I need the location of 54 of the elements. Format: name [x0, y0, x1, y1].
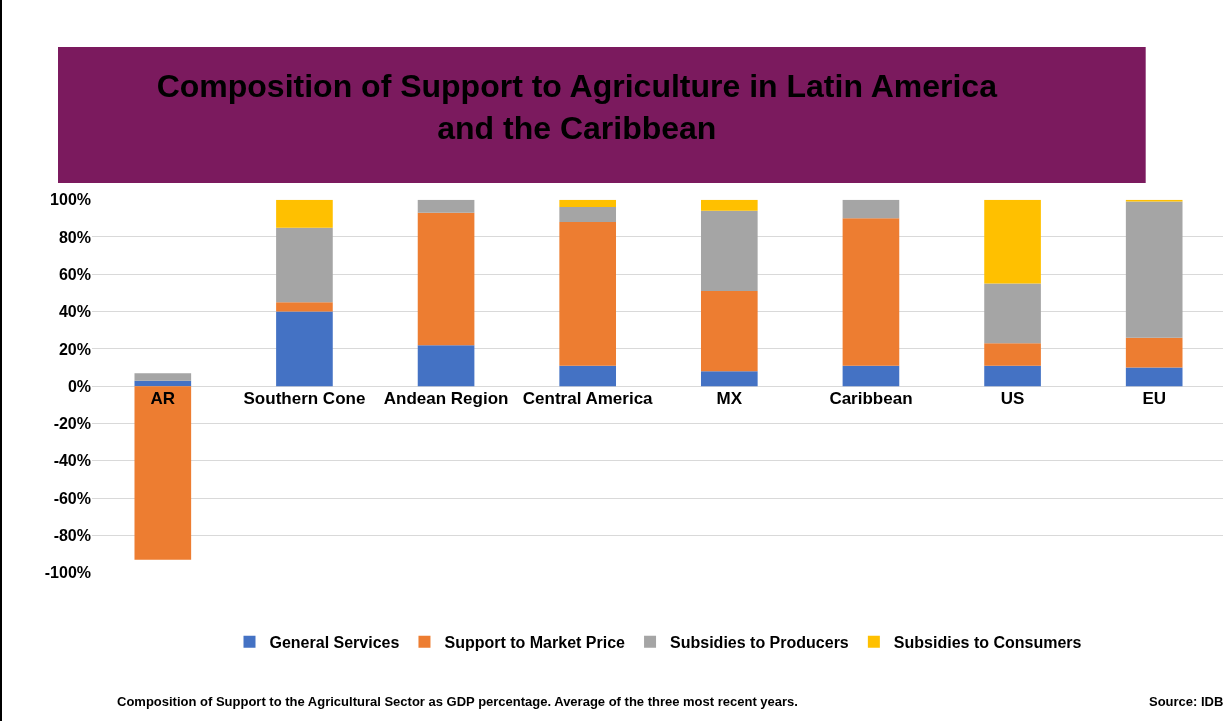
y-tick-label: -40% [53, 452, 91, 470]
bar [1125, 367, 1183, 387]
bar [984, 283, 1041, 344]
legend-label: Support to Market Price [444, 634, 626, 652]
bar [984, 365, 1041, 387]
bar [1125, 201, 1183, 338]
x-tick-label: Southern Cone [243, 389, 366, 409]
legend-label: General Services [269, 634, 400, 652]
legend-label: Subsidies to Consumers [893, 634, 1082, 652]
x-tick-label: AR [150, 389, 176, 409]
chart-title: Composition of Support to Agriculture in Latin America and the Caribbean [156, 68, 998, 146]
legend-label: Subsidies to Producers [670, 634, 849, 652]
bar [276, 311, 333, 387]
bar [276, 199, 333, 228]
bar [276, 302, 333, 312]
y-tick-label: -20% [53, 415, 91, 433]
text: Composition of Support to the Agricultural Sector as GDP percentage. Average of the three most recent years. [117, 694, 798, 709]
bar [700, 371, 758, 387]
y-tick-label: 40% [58, 303, 91, 321]
y-tick-label: -100% [44, 564, 91, 582]
bar [559, 365, 617, 387]
bar [984, 343, 1041, 366]
bar [276, 227, 333, 303]
x-tick-label: Caribbean [829, 389, 913, 409]
bar [984, 199, 1041, 284]
source-note: Source: IDB [1149, 694, 1223, 709]
y-tick-label: -60% [53, 489, 91, 507]
bar [559, 222, 617, 366]
bar [134, 373, 192, 381]
y-tick-label: -80% [53, 527, 91, 545]
bar [700, 199, 758, 211]
x-tick-label: Andean Region [383, 389, 509, 409]
bar [134, 386, 192, 560]
bar [842, 199, 900, 219]
x-tick-label: Central America [522, 389, 654, 409]
bar [417, 199, 475, 213]
bar [134, 380, 192, 387]
y-tick-label: 20% [58, 340, 91, 358]
y-tick-label: 0% [67, 377, 91, 395]
bar [417, 345, 475, 387]
y-tick-label: 80% [58, 228, 91, 246]
x-tick-label: MX [716, 389, 743, 409]
bar [842, 365, 900, 387]
y-tick-label: 100% [50, 191, 91, 209]
y-tick-label: 60% [58, 265, 91, 283]
bar [559, 207, 617, 223]
bar [700, 210, 758, 292]
bar [559, 199, 617, 208]
x-tick-label: US [1000, 389, 1025, 409]
bar [700, 291, 758, 372]
bar [842, 218, 900, 366]
x-tick-label: EU [1142, 389, 1166, 409]
bar [1125, 337, 1183, 368]
bar [417, 212, 475, 346]
